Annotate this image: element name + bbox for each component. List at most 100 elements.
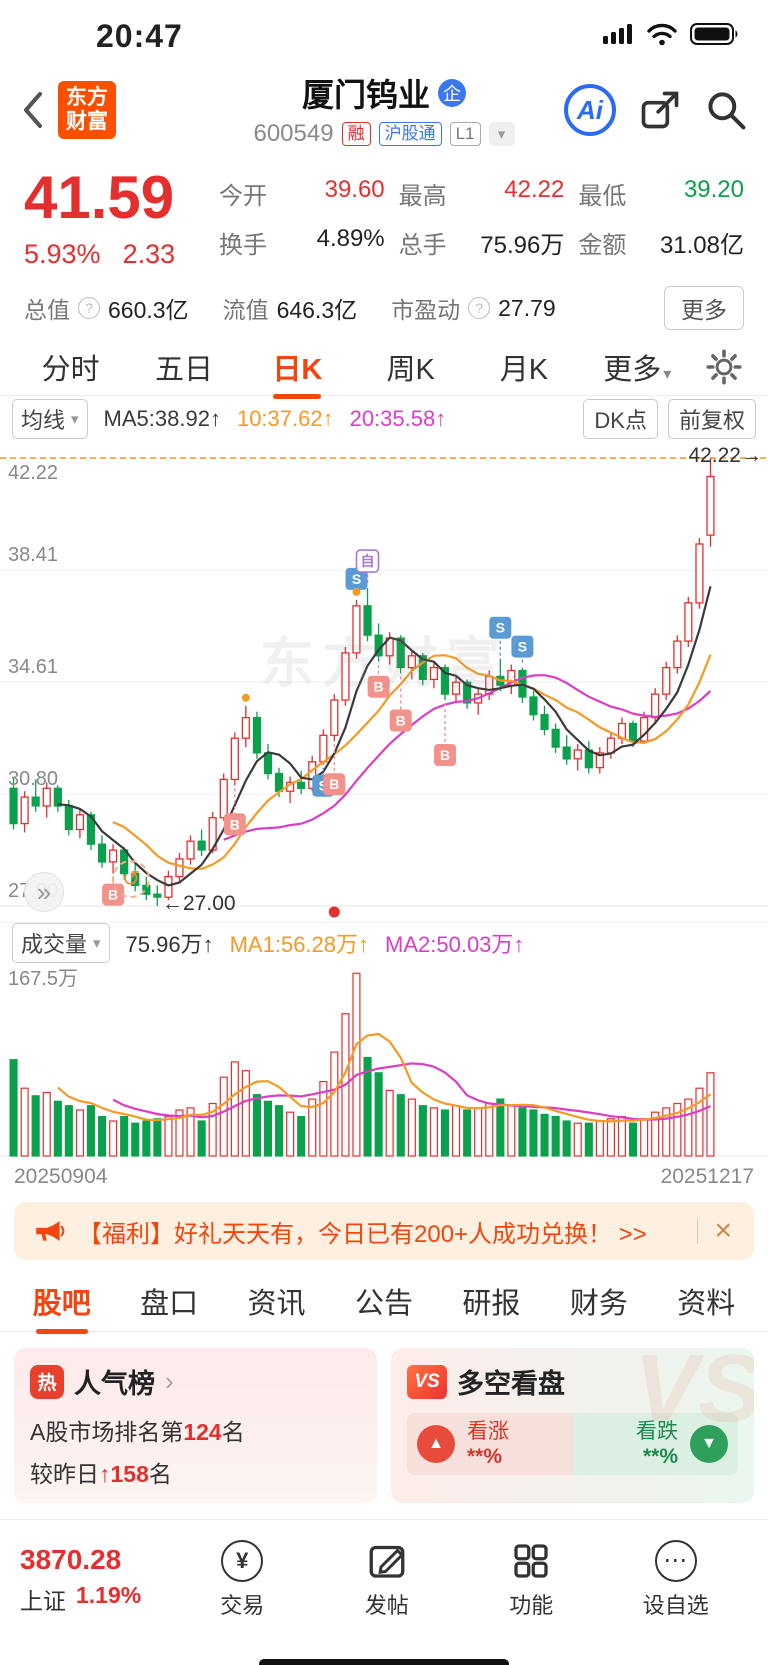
index-value: 3870.28 [20, 1543, 122, 1575]
volume-ma2: MA2:50.03万↑ [385, 931, 525, 957]
tab-pankou[interactable]: 盘口 [140, 1287, 199, 1320]
bullish-value: **% [467, 1445, 503, 1468]
nav-functions[interactable]: 功能 [459, 1540, 604, 1620]
ma5-legend: MA5:38.92↑ [103, 406, 221, 431]
battery-icon [690, 23, 738, 45]
logo-line1: 东方 [66, 85, 108, 109]
bull-bear-gauge[interactable]: ▲ 看涨 **% 看跌 **% ▼ [407, 1413, 738, 1475]
bull-bear-card[interactable]: VS VS 多空看盘 ▲ 看涨 **% 看跌 **% ▼ [391, 1348, 754, 1503]
tab-gonggao[interactable]: 公告 [354, 1287, 413, 1320]
tab-zhouk[interactable]: 周K [386, 353, 435, 386]
volume-chart[interactable]: 167.5万 [0, 962, 768, 1162]
volume-ma1: MA1:56.28万↑ [229, 931, 370, 957]
turnover-value: 4.89% [316, 225, 385, 252]
bull-bear-title: 多空看盘 [457, 1369, 565, 1399]
popularity-icon: 热 [30, 1364, 64, 1399]
hugutong-tag: 沪股通 [378, 121, 442, 147]
replay-icon[interactable]: ↺ [112, 860, 150, 898]
bullish-side[interactable]: ▲ 看涨 **% [407, 1413, 573, 1475]
ma-selector[interactable]: 均线 ▾ [12, 399, 88, 439]
nav-trade[interactable]: ¥ 交易 [170, 1539, 315, 1620]
svg-text:B: B [329, 776, 339, 792]
info-icon[interactable]: ? [468, 297, 491, 319]
megaphone-icon [36, 1220, 65, 1242]
watermark: 东方财富 [260, 633, 508, 694]
more-button[interactable]: 更多 [664, 286, 744, 330]
tab-more[interactable]: 更多 ▾ [603, 353, 672, 386]
rank-change-line: 较昨日↑158名 [30, 1461, 172, 1487]
svg-text:B: B [230, 816, 240, 832]
chart-settings-button[interactable] [694, 348, 754, 385]
fast-forward-button[interactable]: » [24, 872, 64, 912]
nav-watchlist[interactable]: ⋯ 设自选 [604, 1539, 749, 1620]
kline-chart[interactable]: 东方财富 BBSBS自BBBSS 42.22 38.41 34.61 30.80… [0, 442, 768, 922]
high-label: 最高 [398, 183, 447, 210]
tab-ziliao[interactable]: 资料 [677, 1287, 736, 1320]
volume-value: 75.96万 [480, 232, 565, 259]
date-start: 20250904 [14, 1165, 108, 1188]
floatcap-label: 流值 [222, 297, 269, 323]
enterprise-badge: 企 [438, 79, 466, 107]
chevron-down-icon[interactable]: ▾ [488, 122, 515, 146]
dk-point-button[interactable]: DK点 [583, 399, 658, 439]
ma10-legend: 10:37.62↑ [236, 406, 334, 431]
change-value: 2.33 [122, 239, 176, 269]
ma20-legend: 20:35.58↑ [349, 406, 447, 431]
chevron-right-icon: › [165, 1366, 174, 1396]
date-axis: 20250904 20251217 [0, 1162, 768, 1192]
home-indicator-area [0, 1639, 768, 1665]
pe-value: 27.79 [498, 294, 556, 321]
bottom-nav: 3870.28 上证 1.19% ¥ 交易 发帖 功能 ⋯ 设自选 [0, 1519, 768, 1639]
tab-zixun[interactable]: 资讯 [247, 1287, 306, 1320]
nav-post[interactable]: 发帖 [315, 1540, 460, 1620]
volume-canvas[interactable] [0, 962, 768, 1162]
volume-legend-bar: 成交量 ▾ 75.96万↑ MA1:56.28万↑ MA2:50.03万↑ [0, 922, 768, 963]
back-button[interactable] [20, 88, 56, 132]
ai-button[interactable]: Ai [564, 84, 616, 136]
volume-indicator-selector[interactable]: 成交量 ▾ [12, 922, 110, 963]
tab-yuek[interactable]: 月K [499, 353, 549, 386]
rank-change-number: 158 [110, 1461, 149, 1487]
pe-label: 市盈动 [391, 297, 461, 323]
tab-yanbao[interactable]: 研报 [462, 1287, 521, 1320]
high-price-marker: 42.22→ [688, 444, 762, 467]
candlestick-canvas[interactable]: BBSBS自BBBSS [0, 442, 768, 922]
clock: 20:47 [96, 18, 183, 54]
grid-icon [514, 1543, 548, 1578]
high-value: 42.22 [504, 176, 565, 203]
tab-caiwu[interactable]: 财务 [569, 1287, 628, 1320]
svg-text:自: 自 [361, 553, 375, 569]
bearish-side[interactable]: 看跌 **% ▼ [572, 1413, 738, 1475]
tab-rik[interactable]: 日K [241, 336, 354, 399]
svg-text:B: B [374, 679, 384, 695]
rank-line: A股市场排名第124名 [30, 1419, 245, 1445]
stock-name: 厦门钨业 [301, 77, 430, 113]
card-row: 热 人气榜 › A股市场排名第124名 较昨日↑158名 VS VS 多空看盘 … [0, 1332, 768, 1519]
popularity-card[interactable]: 热 人气榜 › A股市场排名第124名 较昨日↑158名 [14, 1348, 377, 1503]
marketcap-label: 总值 [24, 297, 70, 323]
index-quote[interactable]: 3870.28 上证 1.19% [20, 1544, 170, 1616]
watchlist-icon: ⋯ [654, 1539, 697, 1582]
share-icon[interactable] [638, 88, 682, 132]
close-icon[interactable]: × [714, 1214, 732, 1247]
info-icon[interactable]: ? [78, 297, 100, 319]
y-axis-label: 34.61 [8, 656, 59, 678]
arrow-up-icon: ↑ [99, 1461, 111, 1487]
tab-fenshi[interactable]: 分时 [41, 353, 100, 386]
date-end: 20251217 [660, 1165, 754, 1188]
tab-guba[interactable]: 股吧 [8, 1268, 115, 1334]
home-indicator[interactable] [259, 1659, 509, 1665]
y-axis-label: 30.80 [8, 768, 59, 790]
volume-label: 总手 [398, 232, 447, 259]
tab-wuri[interactable]: 五日 [154, 353, 213, 386]
amount-label: 金额 [578, 232, 627, 259]
quote-panel: 41.59 5.93% 2.33 今开 39.60 最高 42.22 最低 39.20… [0, 156, 768, 338]
up-triangle-icon: ▲ [417, 1425, 455, 1463]
compose-icon [369, 1545, 405, 1578]
adjust-mode-button[interactable]: 前复权 [667, 399, 756, 439]
promo-banner[interactable]: 【福利】好礼天天有，今日已有200+人成功兑换！ >> × [14, 1202, 754, 1260]
search-icon[interactable] [704, 88, 748, 132]
svg-text:B: B [440, 747, 450, 763]
eastmoney-logo[interactable]: 东方 财富 [58, 81, 116, 139]
rank-number: 124 [183, 1419, 222, 1445]
